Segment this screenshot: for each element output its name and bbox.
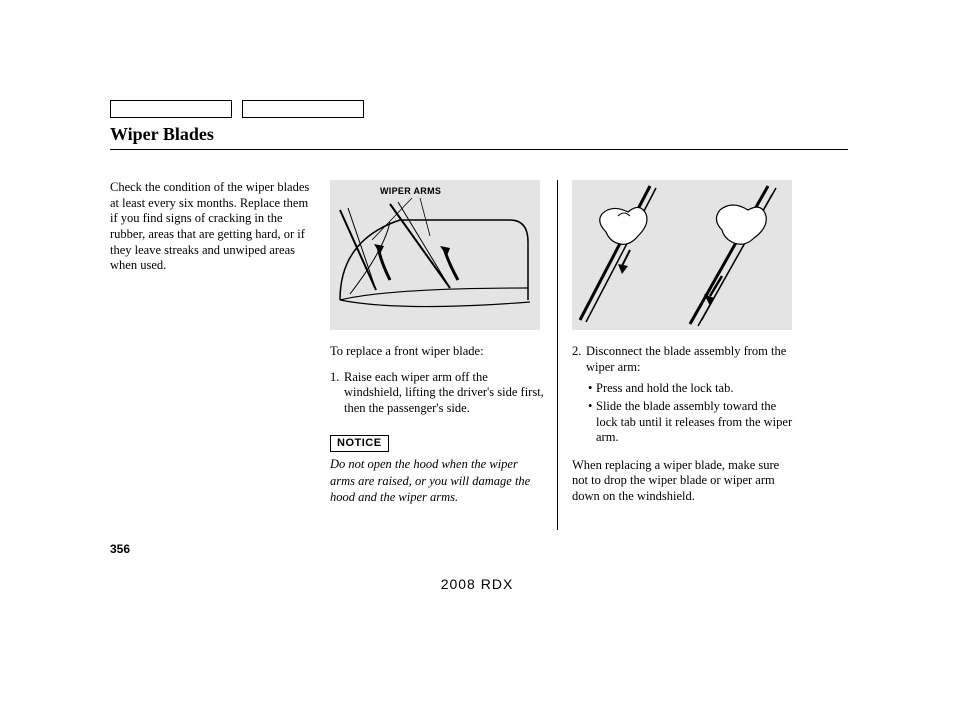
blade-removal-illustration: [572, 180, 792, 330]
page-content: Wiper Blades Check the condition of the …: [110, 100, 848, 530]
step-2-bullets: • Press and hold the lock tab. • Slide t…: [586, 381, 798, 446]
page-number: 356: [110, 542, 130, 556]
title-row: Wiper Blades: [110, 124, 848, 150]
notice-text: Do not open the hood when the wiper arms…: [330, 456, 545, 505]
column-1: Check the condition of the wiper blades …: [110, 180, 326, 530]
intro-paragraph: Check the condition of the wiper blades …: [110, 180, 314, 274]
figure-wiper-arms: WIPER ARMS: [330, 180, 540, 330]
step-2-number: 2.: [572, 344, 586, 448]
blank-box-2: [242, 100, 364, 118]
header-blank-boxes: [110, 100, 848, 118]
bullet-1: • Press and hold the lock tab.: [586, 381, 798, 397]
figure-blade-removal: [572, 180, 792, 330]
wiper-arms-illustration: [330, 180, 540, 330]
step-1-number: 1.: [330, 370, 344, 417]
figure-label: WIPER ARMS: [380, 186, 441, 197]
bullet-1-text: Press and hold the lock tab.: [596, 381, 733, 397]
bullet-dot-icon: •: [586, 399, 596, 446]
step-1-text: Raise each wiper arm off the windshield,…: [344, 370, 545, 417]
bullet-2-text: Slide the blade assembly toward the lock…: [596, 399, 798, 446]
bullet-dot-icon: •: [586, 381, 596, 397]
bullet-2: • Slide the blade assembly toward the lo…: [586, 399, 798, 446]
footer-model: 2008 RDX: [0, 576, 954, 592]
replace-lead: To replace a front wiper blade:: [330, 344, 545, 360]
columns: Check the condition of the wiper blades …: [110, 180, 848, 530]
page-title: Wiper Blades: [110, 124, 848, 145]
notice-label: NOTICE: [330, 435, 389, 453]
column-2: WIPER ARMS: [326, 180, 558, 530]
step-2-text: Disconnect the blade assembly from the w…: [586, 344, 798, 375]
tail-paragraph: When replacing a wiper blade, make sure …: [572, 458, 798, 505]
column-3: 2. Disconnect the blade assembly from th…: [558, 180, 798, 530]
step-1: 1. Raise each wiper arm off the windshie…: [330, 370, 545, 417]
step-2: 2. Disconnect the blade assembly from th…: [572, 344, 798, 448]
blank-box-1: [110, 100, 232, 118]
step-2-body: Disconnect the blade assembly from the w…: [586, 344, 798, 448]
